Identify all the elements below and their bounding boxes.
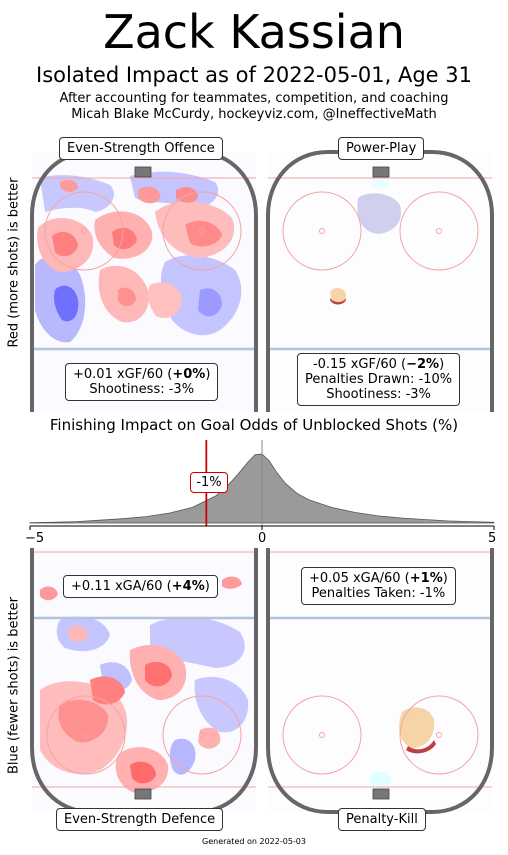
label-ev-offence: Even-Strength Offence bbox=[59, 137, 223, 160]
note-credit: Micah Blake McCurdy, hockeyviz.com, @Ine… bbox=[71, 107, 437, 122]
label-penalty-kill: Penalty-Kill bbox=[338, 808, 426, 831]
stat-ev-offence-xg: +0.01 xGF/60 (+0%) bbox=[73, 367, 211, 382]
x-tick-label-min: −5 bbox=[25, 531, 45, 546]
generated-date: Generated on 2022-05-03 bbox=[202, 837, 306, 846]
stat-pp-penalties-drawn: Penalties Drawn: -10% bbox=[305, 372, 453, 387]
stat-pp-xg: -0.15 xGF/60 (−2%) bbox=[312, 357, 445, 372]
heatmap-ev-offence bbox=[35, 171, 242, 343]
stat-ev-defence-xg: +0.11 xGA/60 (+4%) bbox=[71, 579, 210, 594]
chart-subtitle: Isolated Impact as of 2022-05-01, Age 31 bbox=[36, 63, 472, 87]
finishing-density-chart bbox=[29, 440, 495, 530]
stat-pk-penalties-taken: Penalties Taken: -1% bbox=[311, 586, 446, 601]
x-tick-marks bbox=[29, 526, 495, 530]
heatmap-ev-defence bbox=[40, 576, 249, 793]
stat-penalty-kill: +0.05 xGA/60 (+1%) Penalties Taken: -1% bbox=[301, 567, 456, 605]
label-ev-defence: Even-Strength Defence bbox=[56, 808, 224, 831]
stat-power-play: -0.15 xGF/60 (−2%) Penalties Drawn: -10%… bbox=[297, 353, 461, 406]
stat-ev-defence: +0.11 xGA/60 (+4%) bbox=[63, 575, 218, 598]
stat-pk-xg: +0.05 xGA/60 (+1%) bbox=[309, 571, 448, 586]
chart-title: Zack Kassian bbox=[103, 5, 405, 59]
label-power-play: Power-Play bbox=[338, 137, 425, 160]
player-marker-label: -1% bbox=[190, 472, 228, 493]
y-label-top: Red (more shots) is better bbox=[6, 177, 22, 348]
x-tick-label-zero: 0 bbox=[258, 531, 267, 546]
density-chart-title: Finishing Impact on Goal Odds of Unblock… bbox=[49, 416, 459, 434]
stat-ev-offence-shootiness: Shootiness: -3% bbox=[89, 382, 195, 397]
y-label-bottom: Blue (fewer shots) is better bbox=[6, 597, 22, 774]
x-tick-label-max: 5 bbox=[488, 531, 497, 546]
note-adjustment: After accounting for teammates, competit… bbox=[59, 91, 449, 106]
stat-pp-shootiness: Shootiness: -3% bbox=[326, 387, 431, 402]
stat-ev-offence: +0.01 xGF/60 (+0%) Shootiness: -3% bbox=[65, 363, 219, 401]
